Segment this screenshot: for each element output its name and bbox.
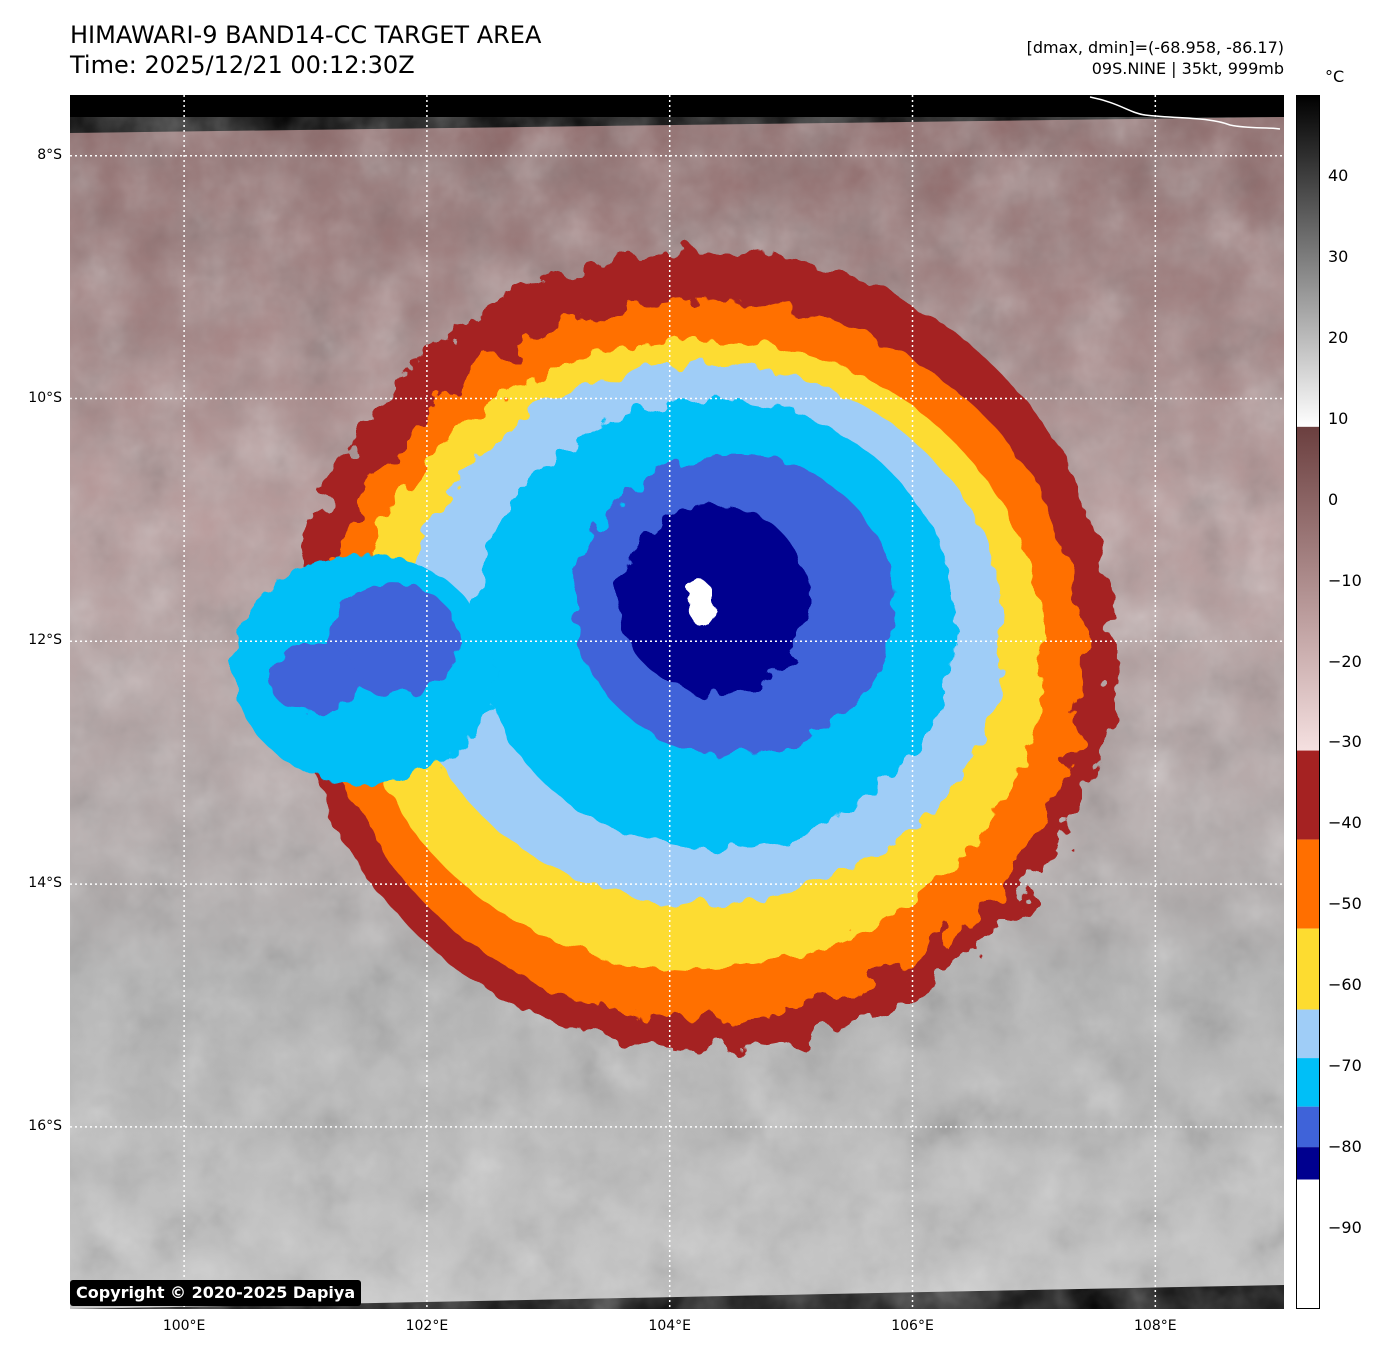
info-line-1: [dmax, dmin]=(-68.958, -86.17) [1026, 38, 1284, 57]
colorbar-tick: 0 [1328, 489, 1339, 509]
colorbar-light-blue [1296, 1009, 1320, 1059]
lon-tick: 102°E [405, 1318, 449, 1334]
colorbar-tick: 10 [1328, 408, 1349, 428]
storm-info: [dmax, dmin]=(-68.958, -86.17) 09S.NINE … [1027, 37, 1284, 79]
info-line-2: 09S.NINE | 35kt, 999mb [1091, 59, 1284, 78]
graticule [70, 95, 1284, 1309]
colorbar-tick: −30 [1328, 732, 1362, 752]
colorbar-tick: 30 [1328, 246, 1349, 266]
lat-tick: 8°S [37, 146, 62, 163]
colorbar-cyan [1296, 1058, 1320, 1107]
colorbar-brown [1296, 426, 1320, 751]
copyright-label: Copyright © 2020-2025 Dapiya [70, 1280, 362, 1306]
colorbar-tick: −60 [1328, 975, 1362, 995]
lat-tick: 16°S [28, 1117, 62, 1134]
satellite-map [70, 95, 1284, 1309]
colorbar-white [1296, 1179, 1320, 1309]
colorbar-navy [1296, 1147, 1320, 1180]
storm-cloud-shield [233, 249, 1114, 1050]
lat-tick: 14°S [28, 875, 62, 892]
colorbar-tick: −90 [1328, 1218, 1362, 1238]
colorbar [1296, 95, 1320, 1309]
colorbar-tick: −10 [1328, 570, 1362, 590]
chart-title: HIMAWARI-9 BAND14-CC TARGET AREA Time: 2… [70, 20, 541, 80]
colorbar-orange [1296, 839, 1320, 929]
colorbar-blue [1296, 1106, 1320, 1148]
title-line-1: HIMAWARI-9 BAND14-CC TARGET AREA [70, 21, 542, 49]
lon-tick: 104°E [648, 1318, 691, 1334]
colorbar-tick: −20 [1328, 651, 1362, 671]
coastline [1089, 96, 1281, 130]
colorbar-tick: −50 [1328, 894, 1362, 914]
colorbar-tick: −40 [1328, 813, 1362, 833]
title-line-2: Time: 2025/12/21 00:12:30Z [70, 51, 415, 79]
west-lobe-blue [268, 644, 359, 715]
lon-tick: 106°E [891, 1318, 934, 1334]
colorbar-red [1296, 750, 1320, 840]
lat-tick: 10°S [28, 389, 62, 406]
lon-tick: 108°E [1134, 1318, 1177, 1334]
colorbar-tick: −70 [1328, 1056, 1362, 1076]
lat-tick: 12°S [28, 632, 62, 649]
colorbar-tick: 40 [1328, 165, 1349, 185]
cold-core [687, 582, 716, 627]
colorbar-gray [1296, 95, 1320, 427]
colorbar-tick: −80 [1328, 1137, 1362, 1157]
colorbar-yellow [1296, 928, 1320, 1010]
colorbar-unit: °C [1325, 67, 1345, 86]
lon-tick: 100°E [162, 1318, 206, 1334]
colorbar-tick: 20 [1328, 327, 1349, 347]
